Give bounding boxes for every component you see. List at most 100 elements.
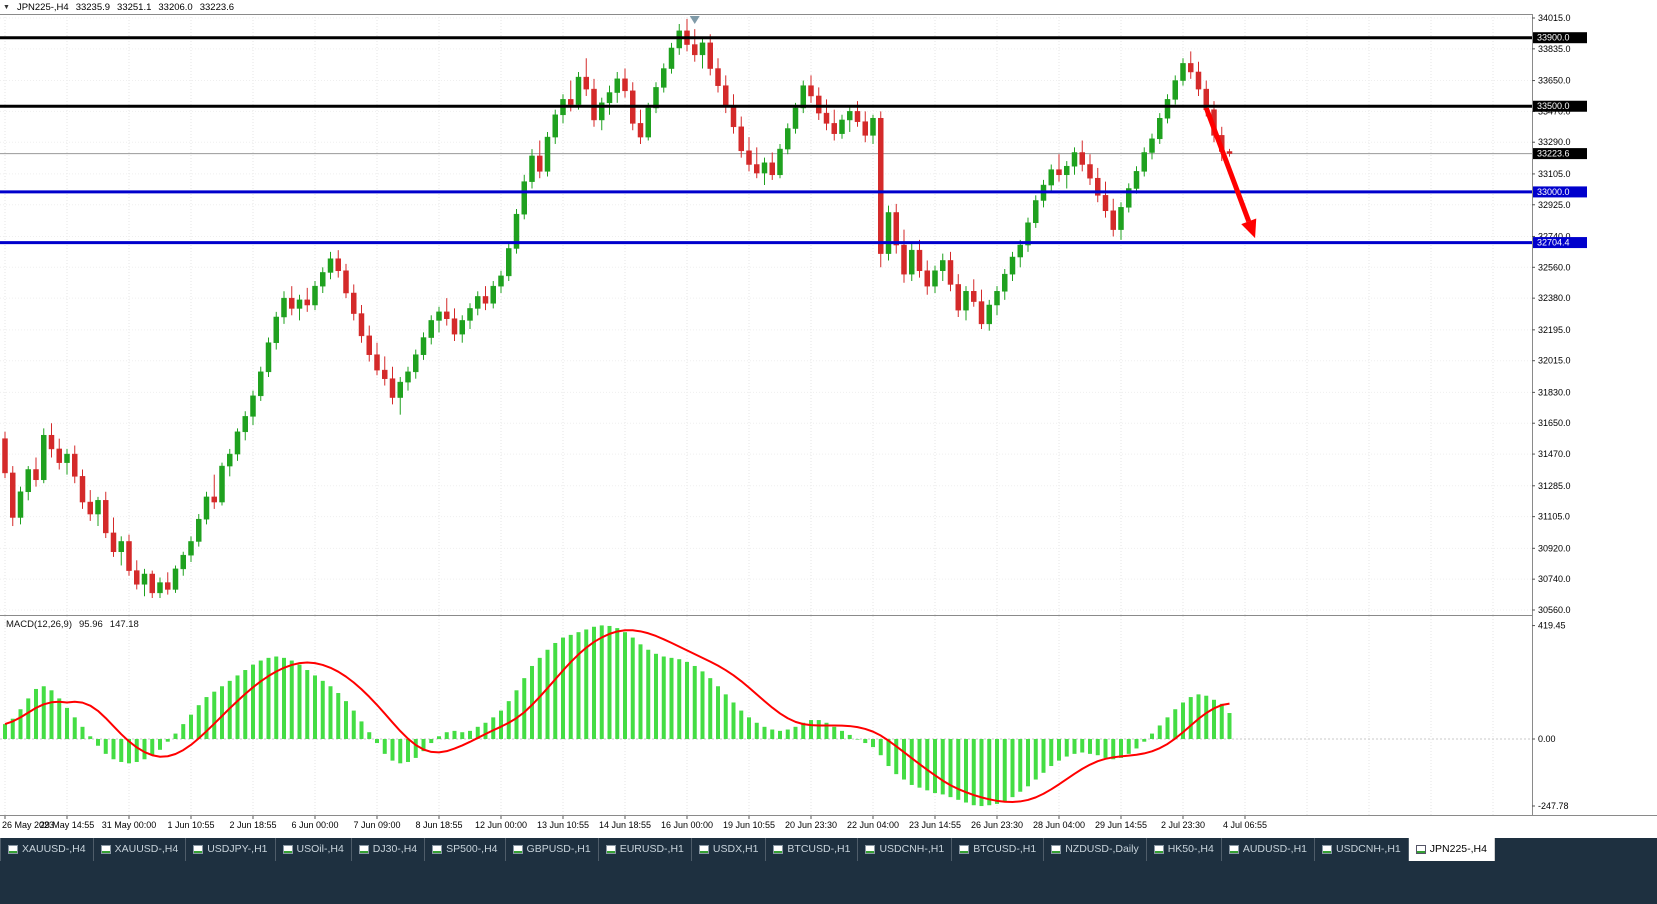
chart-tab-usdcnh-h1[interactable]: USDCNH-,H1 — [858, 838, 953, 861]
price-tick: 33290.0 — [1538, 137, 1571, 147]
time-tick-label: 6 Jun 00:00 — [291, 820, 338, 830]
chart-tab-usdjpy-h1[interactable]: USDJPY-,H1 — [186, 838, 276, 861]
one-click-trading-icon[interactable]: ▼ — [3, 3, 10, 11]
chart-tab-gbpusd-h1[interactable]: GBPUSD-,H1 — [506, 838, 599, 861]
chart-tab-label: GBPUSD-,H1 — [526, 843, 591, 855]
price-badge-label: 33900.0 — [1537, 33, 1570, 43]
price-tick: 32195.0 — [1538, 325, 1571, 335]
time-axis-background — [0, 816, 1657, 838]
price-badge-label: 33000.0 — [1537, 187, 1570, 197]
chart-tab-label: XAUUSD-,H4 — [114, 843, 179, 855]
price-tick: 32560.0 — [1538, 262, 1571, 272]
chart-tab-icon — [193, 844, 204, 854]
chart-symbol-period: JPN225-,H4 — [16, 1, 69, 13]
chart-tab-icon — [358, 844, 369, 854]
chart-tab-label: USDCNH-,H1 — [1336, 843, 1401, 855]
chart-tab-btcusd-h1[interactable]: BTCUSD-,H1 — [766, 838, 859, 861]
macd-indicator-label: MACD(12,26,9) 95.96 147.18 — [6, 619, 139, 630]
chart-tab-nzdusd-daily[interactable]: NZDUSD-,Daily — [1044, 838, 1147, 861]
chart-tab-label: EURUSD-,H1 — [619, 843, 684, 855]
macd-tick: -247.78 — [1538, 801, 1569, 811]
chart-tab-label: BTCUSD-,H1 — [787, 843, 851, 855]
price-axis-background — [1533, 0, 1657, 815]
chart-tab-xauusd-h4[interactable]: XAUUSD-,H4 — [0, 838, 94, 861]
chart-tab-label: JPN225-,H4 — [1429, 843, 1487, 855]
chart-tab-icon — [1153, 844, 1164, 854]
price-tick: 31105.0 — [1538, 512, 1570, 522]
ohlc-close: 33223.6 — [199, 1, 235, 13]
chart-tab-audusd-h1[interactable]: AUDUSD-,H1 — [1222, 838, 1316, 861]
chart-tabs-bar: XAUUSD-,H4 XAUUSD-,H4 USDJPY-,H1 USOil-,H4 D… — [0, 838, 1657, 904]
macd-tick: 419.45 — [1538, 621, 1566, 631]
macd-axis[interactable]: 419.45 0.00 -247.78 — [1532, 621, 1569, 811]
time-tick-label: 29 May 14:55 — [40, 820, 95, 830]
ohlc-high: 33251.1 — [117, 1, 152, 13]
price-badge — [1533, 148, 1587, 160]
chart-tab-icon — [959, 844, 970, 854]
price-tick: 30740.0 — [1538, 574, 1571, 584]
chart-tab-icon — [698, 844, 709, 854]
chart-tab-label: BTCUSD-,H1 — [973, 843, 1037, 855]
chart-tab-icon — [1322, 844, 1333, 854]
chart-tab-jpn225-h4[interactable]: JPN225-,H4 — [1408, 838, 1495, 861]
chart-tab-icon — [282, 844, 293, 854]
macd-tick: 0.00 — [1538, 734, 1556, 744]
price-axis[interactable]: 34015.033835.033650.033470.033290.033105… — [1532, 13, 1587, 615]
time-tick-label: 26 Jun 23:30 — [971, 820, 1023, 830]
chart-tab-label: SP500-,H4 — [446, 843, 498, 855]
price-tick: 32015.0 — [1538, 356, 1571, 366]
price-badge-label: 32704.4 — [1537, 238, 1570, 248]
time-tick-label: 14 Jun 18:55 — [599, 820, 651, 830]
price-tick: 30560.0 — [1538, 605, 1571, 615]
macd-signal-value: 147.18 — [109, 619, 139, 630]
chart-tab-icon — [100, 844, 111, 854]
chart-tab-hk50-h4[interactable]: HK50-,H4 — [1147, 838, 1222, 861]
time-tick-label: 4 Jul 06:55 — [1223, 820, 1267, 830]
chart-tab-icon — [773, 844, 784, 854]
chart-tab-label: DJ30-,H4 — [372, 843, 418, 855]
chart-tab-btcusd-h1[interactable]: BTCUSD-,H1 — [952, 838, 1045, 861]
chart-tab-icon — [432, 844, 443, 854]
price-tick: 34015.0 — [1538, 13, 1571, 23]
candlesticks — [2, 18, 1233, 599]
chart-tab-icon — [1228, 844, 1239, 854]
chart-header: ▼ JPN225-,H4 33235.9 33251.1 33206.0 332… — [3, 1, 234, 13]
price-tick: 31470.0 — [1538, 449, 1571, 459]
ohlc-open: 33235.9 — [75, 1, 111, 13]
chart-shift-marker[interactable] — [689, 16, 700, 24]
time-tick-label: 13 Jun 10:55 — [537, 820, 589, 830]
time-tick-label: 12 Jun 00:00 — [475, 820, 527, 830]
price-badge — [1533, 237, 1587, 249]
trend-arrow-shaft[interactable] — [1203, 107, 1252, 223]
price-tick: 32740.0 — [1538, 231, 1571, 241]
chart-tab-eurusd-h1[interactable]: EURUSD-,H1 — [599, 838, 692, 861]
price-chart-canvas[interactable]: 34015.033835.033650.033470.033290.033105… — [0, 0, 1657, 838]
price-badge — [1533, 100, 1587, 112]
time-tick-label: 26 May 2023 — [2, 820, 54, 830]
support-resistance-lines[interactable] — [0, 36, 1532, 245]
chart-tab-icon — [865, 844, 876, 854]
price-tick: 30920.0 — [1538, 543, 1571, 553]
chart-tab-sp500-h4[interactable]: SP500-,H4 — [425, 838, 506, 861]
time-tick-label: 2 Jun 18:55 — [229, 820, 276, 830]
chart-tab-usdcnh-h1[interactable]: USDCNH-,H1 — [1315, 838, 1409, 861]
macd-indicator — [3, 625, 1232, 807]
chart-tab-usdx-h1[interactable]: USDX,H1 — [692, 838, 767, 861]
macd-main-value: 95.96 — [79, 619, 103, 630]
ohlc-low: 33206.0 — [158, 1, 193, 13]
trend-arrow-head[interactable] — [1241, 218, 1257, 239]
chart-tab-dj30-h4[interactable]: DJ30-,H4 — [352, 838, 426, 861]
chart-tab-label: AUDUSD-,H1 — [1242, 843, 1308, 855]
chart-tab-icon — [512, 844, 523, 854]
price-tick: 31830.0 — [1538, 387, 1571, 397]
time-tick-label: 16 Jun 00:00 — [661, 820, 713, 830]
annotations[interactable] — [689, 16, 1257, 239]
chart-tab-label: USDX,H1 — [712, 843, 759, 855]
chart-tab-icon — [1051, 844, 1062, 854]
chart-tab-usoil-h4[interactable]: USOil-,H4 — [276, 838, 352, 861]
time-tick-label: 20 Jun 23:30 — [785, 820, 837, 830]
price-badge — [1533, 186, 1587, 198]
chart-tab-xauusd-h4[interactable]: XAUUSD-,H4 — [94, 838, 187, 861]
